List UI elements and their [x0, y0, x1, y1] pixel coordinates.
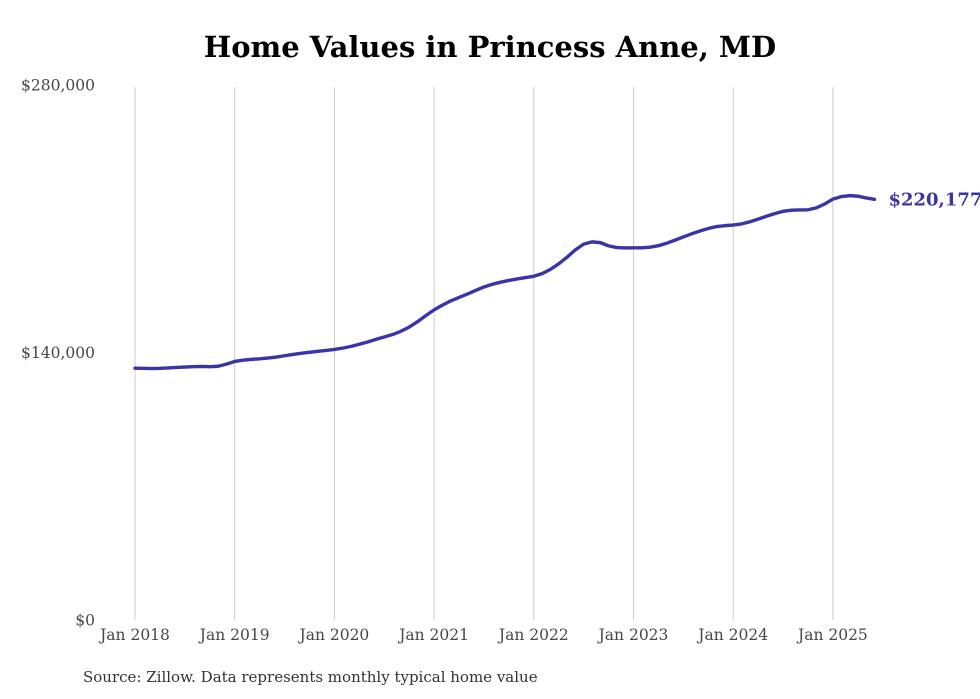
x-tick-label: Jan 2025	[796, 626, 868, 644]
y-axis-tick-labels: $280,000 $140,000 $0	[21, 77, 95, 630]
y-tick-label: $0	[75, 612, 95, 630]
y-tick-label: $280,000	[21, 77, 95, 95]
x-tick-label: Jan 2020	[297, 626, 369, 644]
y-tick-label: $140,000	[21, 344, 95, 362]
source-note: Source: Zillow. Data represents monthly …	[83, 668, 538, 686]
x-tick-label: Jan 2022	[497, 626, 569, 644]
chart-title: Home Values in Princess Anne, MD	[203, 30, 777, 64]
x-tick-label: Jan 2023	[597, 626, 669, 644]
price-line-series	[133, 193, 877, 371]
x-axis-tick-labels: Jan 2018 Jan 2019 Jan 2020 Jan 2021 Jan 2022…	[98, 626, 868, 644]
x-tick-label: Jan 2018	[98, 626, 170, 644]
x-tick-label: Jan 2019	[198, 626, 270, 644]
x-tick-label: Jan 2024	[696, 626, 768, 644]
x-tick-label: Jan 2021	[397, 626, 469, 644]
latest-value-label: $220,177	[888, 189, 980, 210]
gridlines	[134, 87, 834, 620]
home-values-line-chart: $280,000$140,000$0 Jan 2018 Jan 2019 Jan 2…	[21, 77, 980, 645]
